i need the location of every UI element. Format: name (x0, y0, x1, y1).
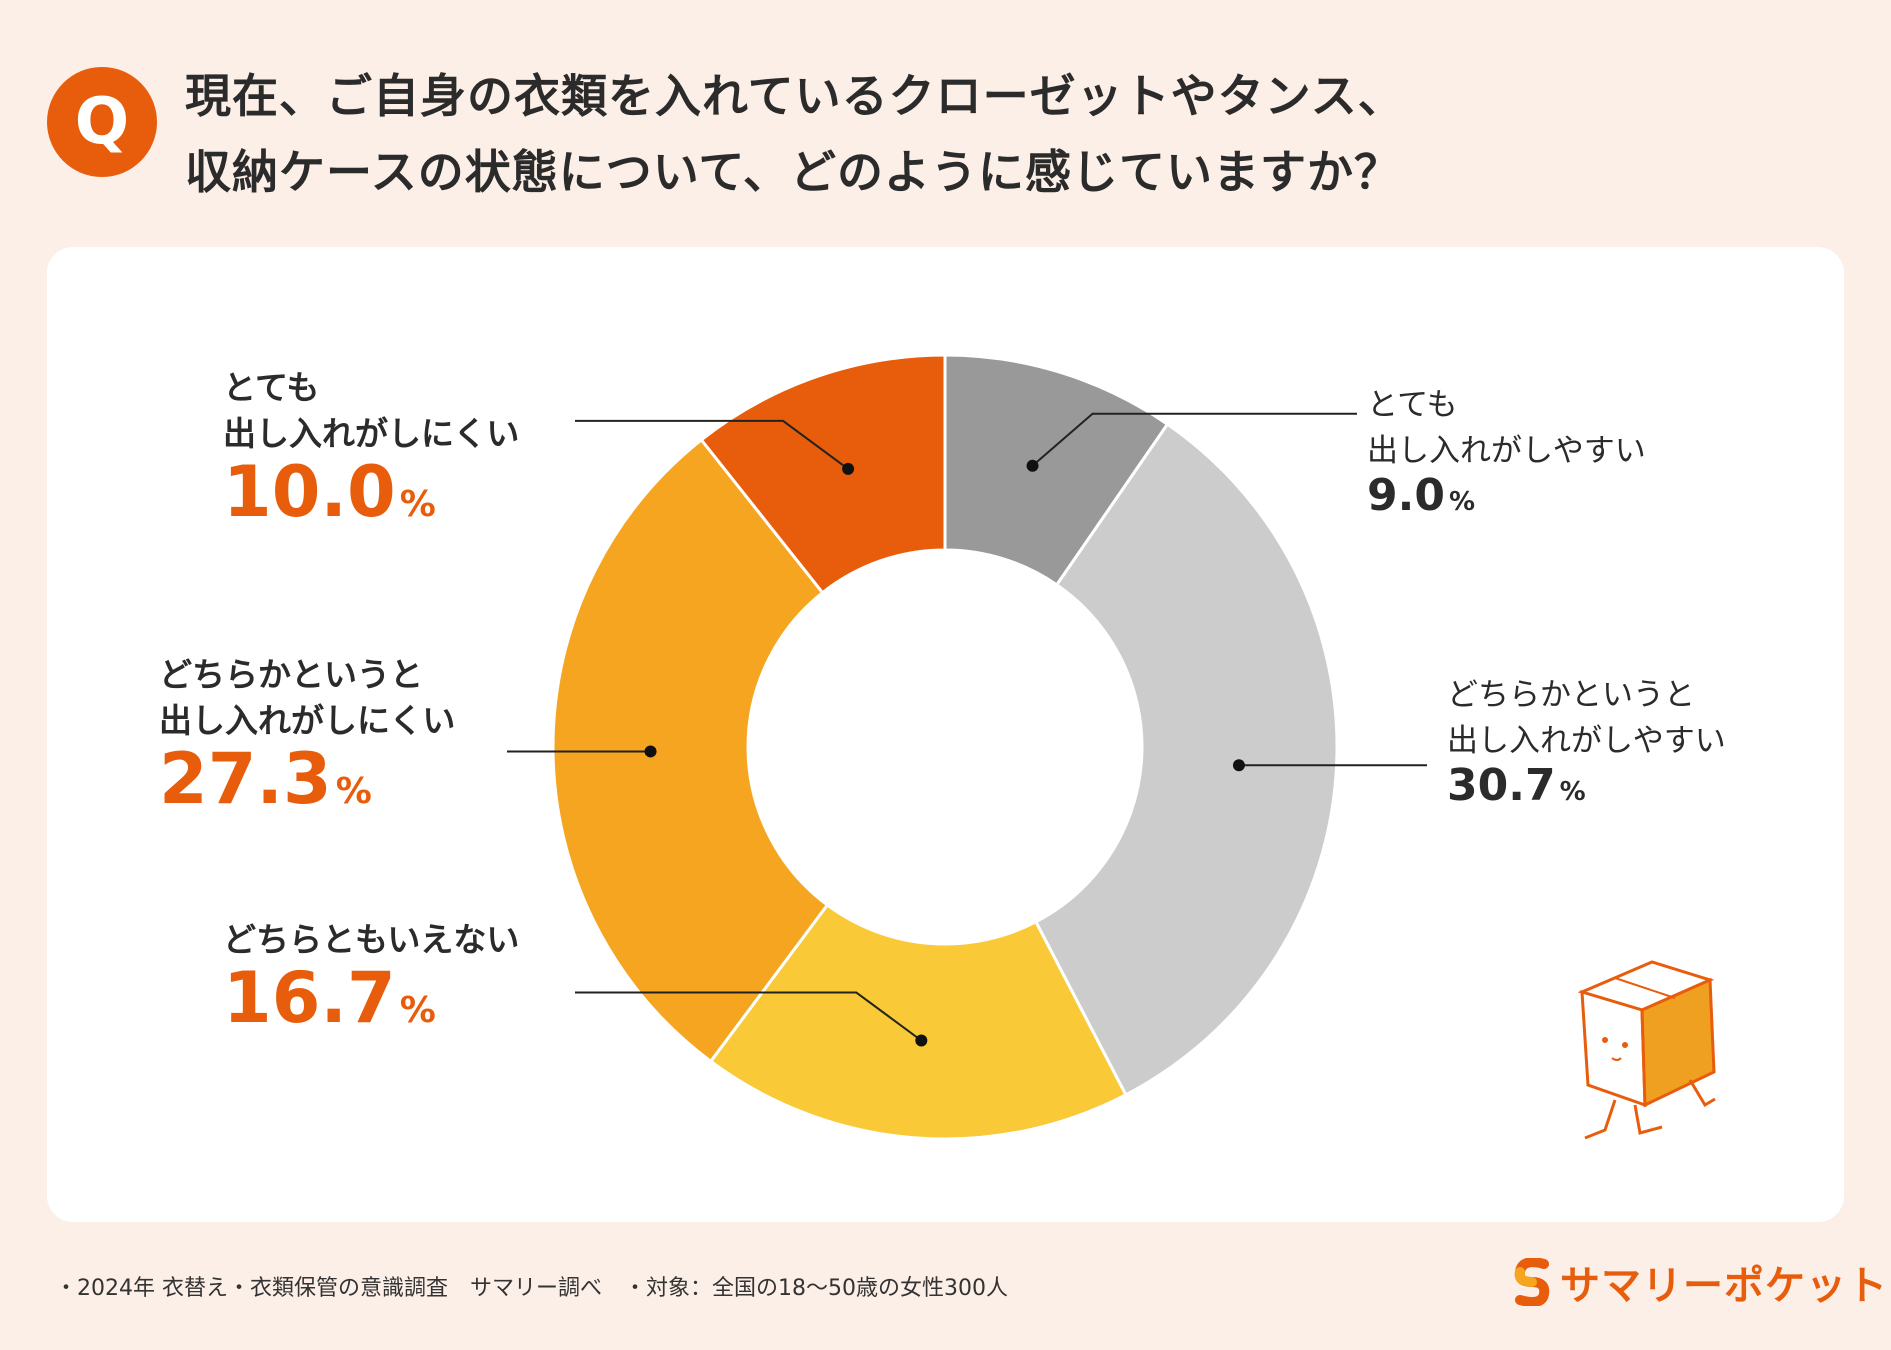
label-neutral: どちらともいえない 16.7% (223, 917, 519, 1033)
label-somewhat-easy: どちらかというと 出し入れがしやすい 30.7% (1447, 672, 1726, 808)
label-very-hard-category: とても 出し入れがしにくい (223, 368, 520, 453)
leader-somewhat-hard-dot (644, 745, 657, 758)
label-very-hard-value: 10.0 (223, 451, 396, 533)
label-somewhat-hard-unit: % (335, 771, 372, 812)
label-very-easy: とても 出し入れがしやすい 9.0% (1367, 382, 1646, 518)
label-very-easy-category: とても 出し入れがしやすい (1367, 387, 1646, 469)
label-neutral-unit: % (399, 990, 436, 1031)
label-somewhat-easy-value: 30.7 (1447, 760, 1556, 811)
label-neutral-value: 16.7 (223, 957, 396, 1039)
label-very-hard: とても 出し入れがしにくい 10.0% (223, 365, 519, 527)
logo-s-icon (1514, 1258, 1550, 1306)
label-somewhat-easy-unit: % (1559, 777, 1586, 807)
question-title: 現在、ご自身の衣類を入れているクローゼットやタンス、 収納ケースの状態について、… (185, 58, 1405, 210)
leader-neutral (575, 991, 922, 1042)
box-mascot-illustration (1577, 960, 1716, 1140)
leader-very-hard (575, 419, 849, 470)
leader-very-easy (1031, 412, 1357, 467)
logo-text: サマリーポケット (1560, 1263, 1888, 1309)
label-neutral-category: どちらともいえない (223, 920, 520, 959)
label-very-hard-unit: % (399, 484, 436, 525)
donut-chart (507, 353, 1427, 1141)
label-very-easy-value: 9.0 (1367, 470, 1445, 521)
leader-somewhat-easy-dot (1232, 759, 1245, 772)
label-somewhat-easy-category: どちらかというと 出し入れがしやすい (1447, 677, 1726, 759)
slice-very-hard (699, 353, 947, 595)
slice-somewhat-hard (551, 437, 830, 1064)
label-somewhat-hard-category: どちらかというと 出し入れがしにくい (159, 655, 456, 740)
leader-neutral-dot (915, 1034, 928, 1047)
leader-very-easy-dot (1026, 459, 1039, 472)
label-somewhat-hard: どちらかというと 出し入れがしにくい 27.3% (159, 652, 455, 814)
slice-somewhat-easy (1033, 422, 1339, 1097)
leader-very-hard-dot (842, 462, 855, 475)
brand-logo: サマリーポケット (1512, 1253, 1888, 1311)
question-line-1: 現在、ご自身の衣類を入れているクローゼットやタンス、 (185, 69, 1405, 123)
chart-card: とても 出し入れがしにくい 10.0% どちらかというと 出し入れがしにくい 2… (47, 247, 1844, 1222)
footer-source: ・2024年 衣替え・衣類保管の意識調査 サマリー調べ ・対象：全国の18〜50… (55, 1276, 1008, 1301)
label-somewhat-hard-value: 27.3 (159, 738, 332, 820)
label-very-easy-unit: % (1448, 487, 1476, 517)
slice-neutral (708, 902, 1128, 1141)
q-badge: Q (47, 67, 157, 177)
question-line-2: 収納ケースの状態について、どのように感じていますか？ (185, 145, 1402, 199)
